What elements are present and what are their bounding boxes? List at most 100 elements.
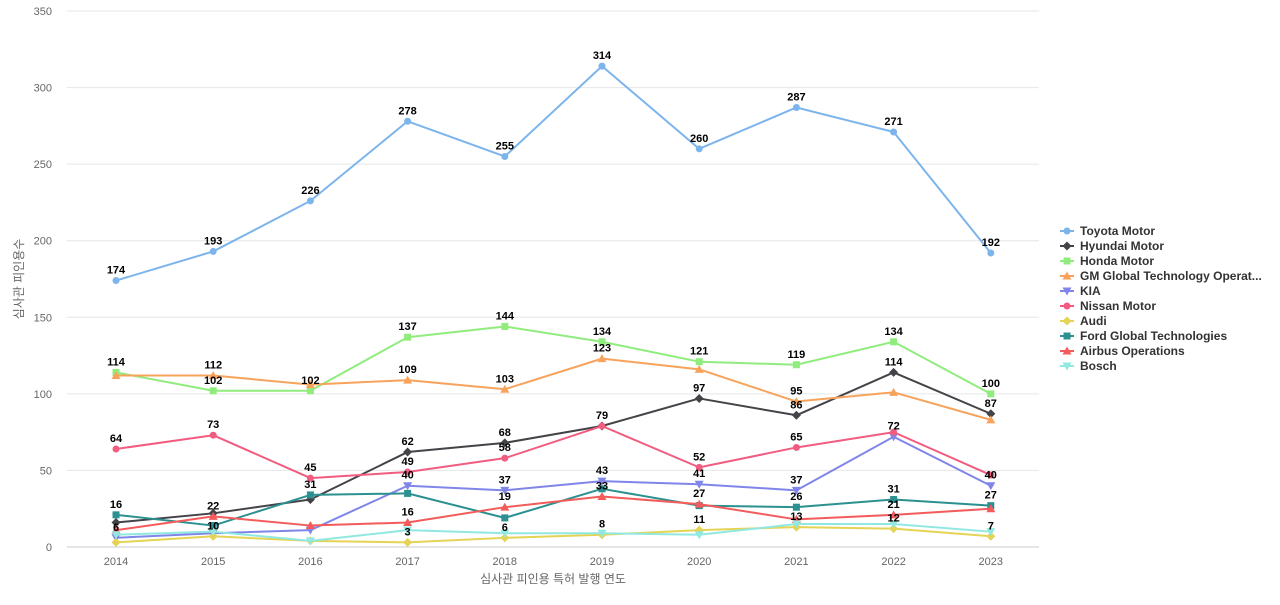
data-point[interactable]	[209, 522, 217, 530]
data-point[interactable]	[111, 370, 121, 379]
data-point[interactable]	[597, 529, 607, 538]
legend-item-kia[interactable]: KIA	[1060, 284, 1101, 298]
data-point[interactable]	[986, 415, 996, 424]
data-point[interactable]	[404, 468, 412, 476]
legend-item-ford-global-technologies[interactable]: Ford Global Technologies	[1060, 329, 1227, 343]
data-point[interactable]	[792, 361, 800, 369]
data-point[interactable]	[889, 387, 899, 396]
data-point[interactable]	[403, 375, 413, 384]
data-point[interactable]	[500, 486, 510, 495]
data-point[interactable]	[403, 537, 413, 547]
data-point[interactable]	[889, 510, 899, 519]
data-point[interactable]	[501, 514, 509, 522]
data-point[interactable]	[305, 521, 315, 530]
series-gm-global-technology-operat[interactable]	[111, 354, 996, 424]
data-point[interactable]	[598, 338, 606, 346]
data-point[interactable]	[209, 247, 217, 255]
data-point[interactable]	[500, 502, 510, 511]
data-point[interactable]	[791, 486, 801, 495]
data-point[interactable]	[986, 409, 996, 419]
legend-item-gm-global-technology-operat[interactable]: GM Global Technology Operat...	[1060, 269, 1262, 283]
legend-item-audi[interactable]: Audi	[1060, 314, 1107, 328]
legend-item-hyundai-motor[interactable]: Hyundai Motor	[1060, 239, 1164, 253]
data-point[interactable]	[209, 387, 217, 395]
data-point[interactable]	[791, 410, 801, 420]
data-point[interactable]	[598, 422, 606, 430]
data-point[interactable]	[403, 526, 413, 535]
data-point[interactable]	[986, 482, 996, 491]
data-point[interactable]	[890, 128, 898, 136]
data-point[interactable]	[694, 480, 704, 489]
data-point[interactable]	[112, 277, 120, 285]
data-point[interactable]	[597, 491, 607, 500]
legend-item-airbus-operations[interactable]: Airbus Operations	[1060, 344, 1185, 358]
data-point[interactable]	[986, 528, 996, 537]
data-point[interactable]	[889, 524, 899, 534]
data-point[interactable]	[403, 517, 413, 526]
data-point[interactable]	[501, 152, 509, 160]
series-toyota-motor[interactable]	[112, 62, 995, 285]
data-point[interactable]	[987, 471, 995, 479]
data-point[interactable]	[208, 511, 218, 520]
data-point[interactable]	[305, 537, 315, 546]
data-point[interactable]	[791, 397, 801, 406]
data-point[interactable]	[694, 531, 704, 540]
series-ford-global-technologies[interactable]	[112, 485, 995, 530]
data-point[interactable]	[598, 62, 606, 70]
data-point[interactable]	[501, 322, 509, 330]
data-point[interactable]	[890, 428, 898, 436]
data-point[interactable]	[597, 477, 607, 486]
data-point[interactable]	[500, 529, 510, 538]
data-point[interactable]	[792, 503, 800, 511]
data-point[interactable]	[403, 482, 413, 491]
series-nissan-motor[interactable]	[112, 422, 995, 482]
data-point[interactable]	[792, 103, 800, 111]
data-point[interactable]	[792, 443, 800, 451]
data-point[interactable]	[889, 433, 899, 442]
data-point[interactable]	[986, 531, 996, 541]
data-point[interactable]	[111, 531, 121, 540]
data-point[interactable]	[306, 387, 314, 395]
data-point[interactable]	[403, 447, 413, 457]
data-point[interactable]	[889, 520, 899, 529]
data-point[interactable]	[501, 454, 509, 462]
legend-item-honda-motor[interactable]: Honda Motor	[1060, 254, 1154, 268]
data-point[interactable]	[404, 489, 412, 497]
data-point[interactable]	[111, 537, 121, 547]
data-point[interactable]	[987, 390, 995, 398]
data-point[interactable]	[306, 474, 314, 482]
data-point[interactable]	[111, 517, 121, 527]
legend-item-toyota-motor[interactable]: Toyota Motor	[1060, 224, 1155, 238]
data-point[interactable]	[598, 485, 606, 493]
data-point[interactable]	[500, 533, 510, 543]
data-point[interactable]	[305, 380, 315, 389]
legend-item-bosch[interactable]: Bosch	[1060, 359, 1117, 373]
data-point[interactable]	[695, 358, 703, 366]
data-point[interactable]	[694, 364, 704, 373]
series-bosch[interactable]	[111, 520, 996, 546]
legend-item-nissan-motor[interactable]: Nissan Motor	[1060, 299, 1156, 313]
data-point[interactable]	[597, 354, 607, 363]
data-point[interactable]	[987, 249, 995, 257]
data-point[interactable]	[500, 384, 510, 393]
data-point[interactable]	[306, 197, 314, 205]
data-point[interactable]	[890, 338, 898, 346]
data-point[interactable]	[791, 520, 801, 529]
data-point[interactable]	[500, 438, 510, 448]
data-point[interactable]	[209, 431, 217, 439]
series-kia[interactable]	[111, 433, 996, 543]
data-point[interactable]	[695, 463, 703, 471]
data-point[interactable]	[306, 491, 314, 499]
data-point[interactable]	[404, 333, 412, 341]
data-point[interactable]	[695, 145, 703, 153]
data-point[interactable]	[208, 531, 218, 541]
data-point[interactable]	[694, 393, 704, 403]
data-point[interactable]	[112, 511, 120, 519]
data-point[interactable]	[208, 528, 218, 537]
data-point[interactable]	[112, 445, 120, 453]
data-point[interactable]	[208, 370, 218, 379]
data-point[interactable]	[986, 504, 996, 513]
data-point[interactable]	[404, 117, 412, 125]
data-point[interactable]	[889, 367, 899, 377]
